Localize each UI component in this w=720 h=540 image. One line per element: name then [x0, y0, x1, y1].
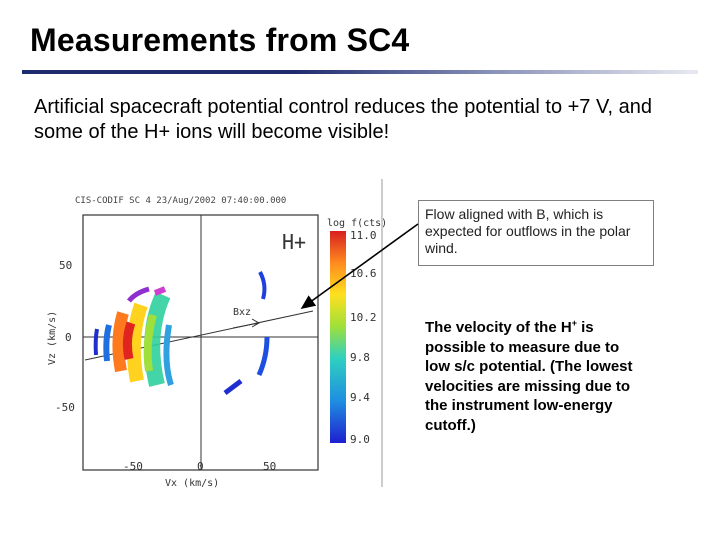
colorbar-tick: 10.6: [350, 267, 377, 280]
colorbar-title: log f(cts): [327, 218, 387, 229]
callout-box: Flow aligned with B, which is expected f…: [418, 200, 654, 266]
ion-population-arcs: [223, 271, 270, 395]
colorbar: [330, 231, 346, 443]
b-field-arrow: [232, 318, 261, 329]
species-label: H+: [282, 230, 306, 254]
x-axis-label: Vx (km/s): [165, 478, 219, 489]
explanation-note: The velocity of the H+ is possible to me…: [425, 318, 640, 435]
note-suffix: is possible to measure due to low s/c po…: [425, 319, 633, 434]
colorbar-tick: 10.2: [350, 311, 377, 324]
colorbar-tick: 9.0: [350, 433, 370, 446]
y-tick-label: 50: [59, 259, 72, 272]
colorbar-tick: 9.4: [350, 391, 370, 404]
ion-population-left: [93, 286, 174, 387]
y-tick-label: -50: [55, 401, 75, 414]
note-superscript: +: [571, 318, 577, 328]
y-axis-label: Vz (km/s): [47, 311, 58, 365]
intro-text: Artificial spacecraft potential control …: [34, 96, 652, 143]
slide-title: Measurements from SC4: [30, 22, 410, 58]
y-tick-label: 0: [65, 331, 72, 344]
plot-header: CIS-CODIF SC 4 23/Aug/2002 07:40:00.000: [75, 196, 286, 206]
colorbar-tick: 9.8: [350, 351, 370, 364]
title-underline: [22, 70, 698, 74]
x-tick-label: 0: [197, 460, 204, 473]
colorbar-tick: 11.0: [350, 229, 377, 242]
x-tick-label: 50: [263, 460, 276, 473]
velocity-distribution-plot: CIS-CODIF SC 4 23/Aug/2002 07:40:00.000 …: [47, 179, 387, 489]
note-prefix: The velocity of the H: [425, 319, 572, 336]
x-tick-label: -50: [123, 460, 143, 473]
b-field-label: Bxz: [233, 307, 251, 318]
